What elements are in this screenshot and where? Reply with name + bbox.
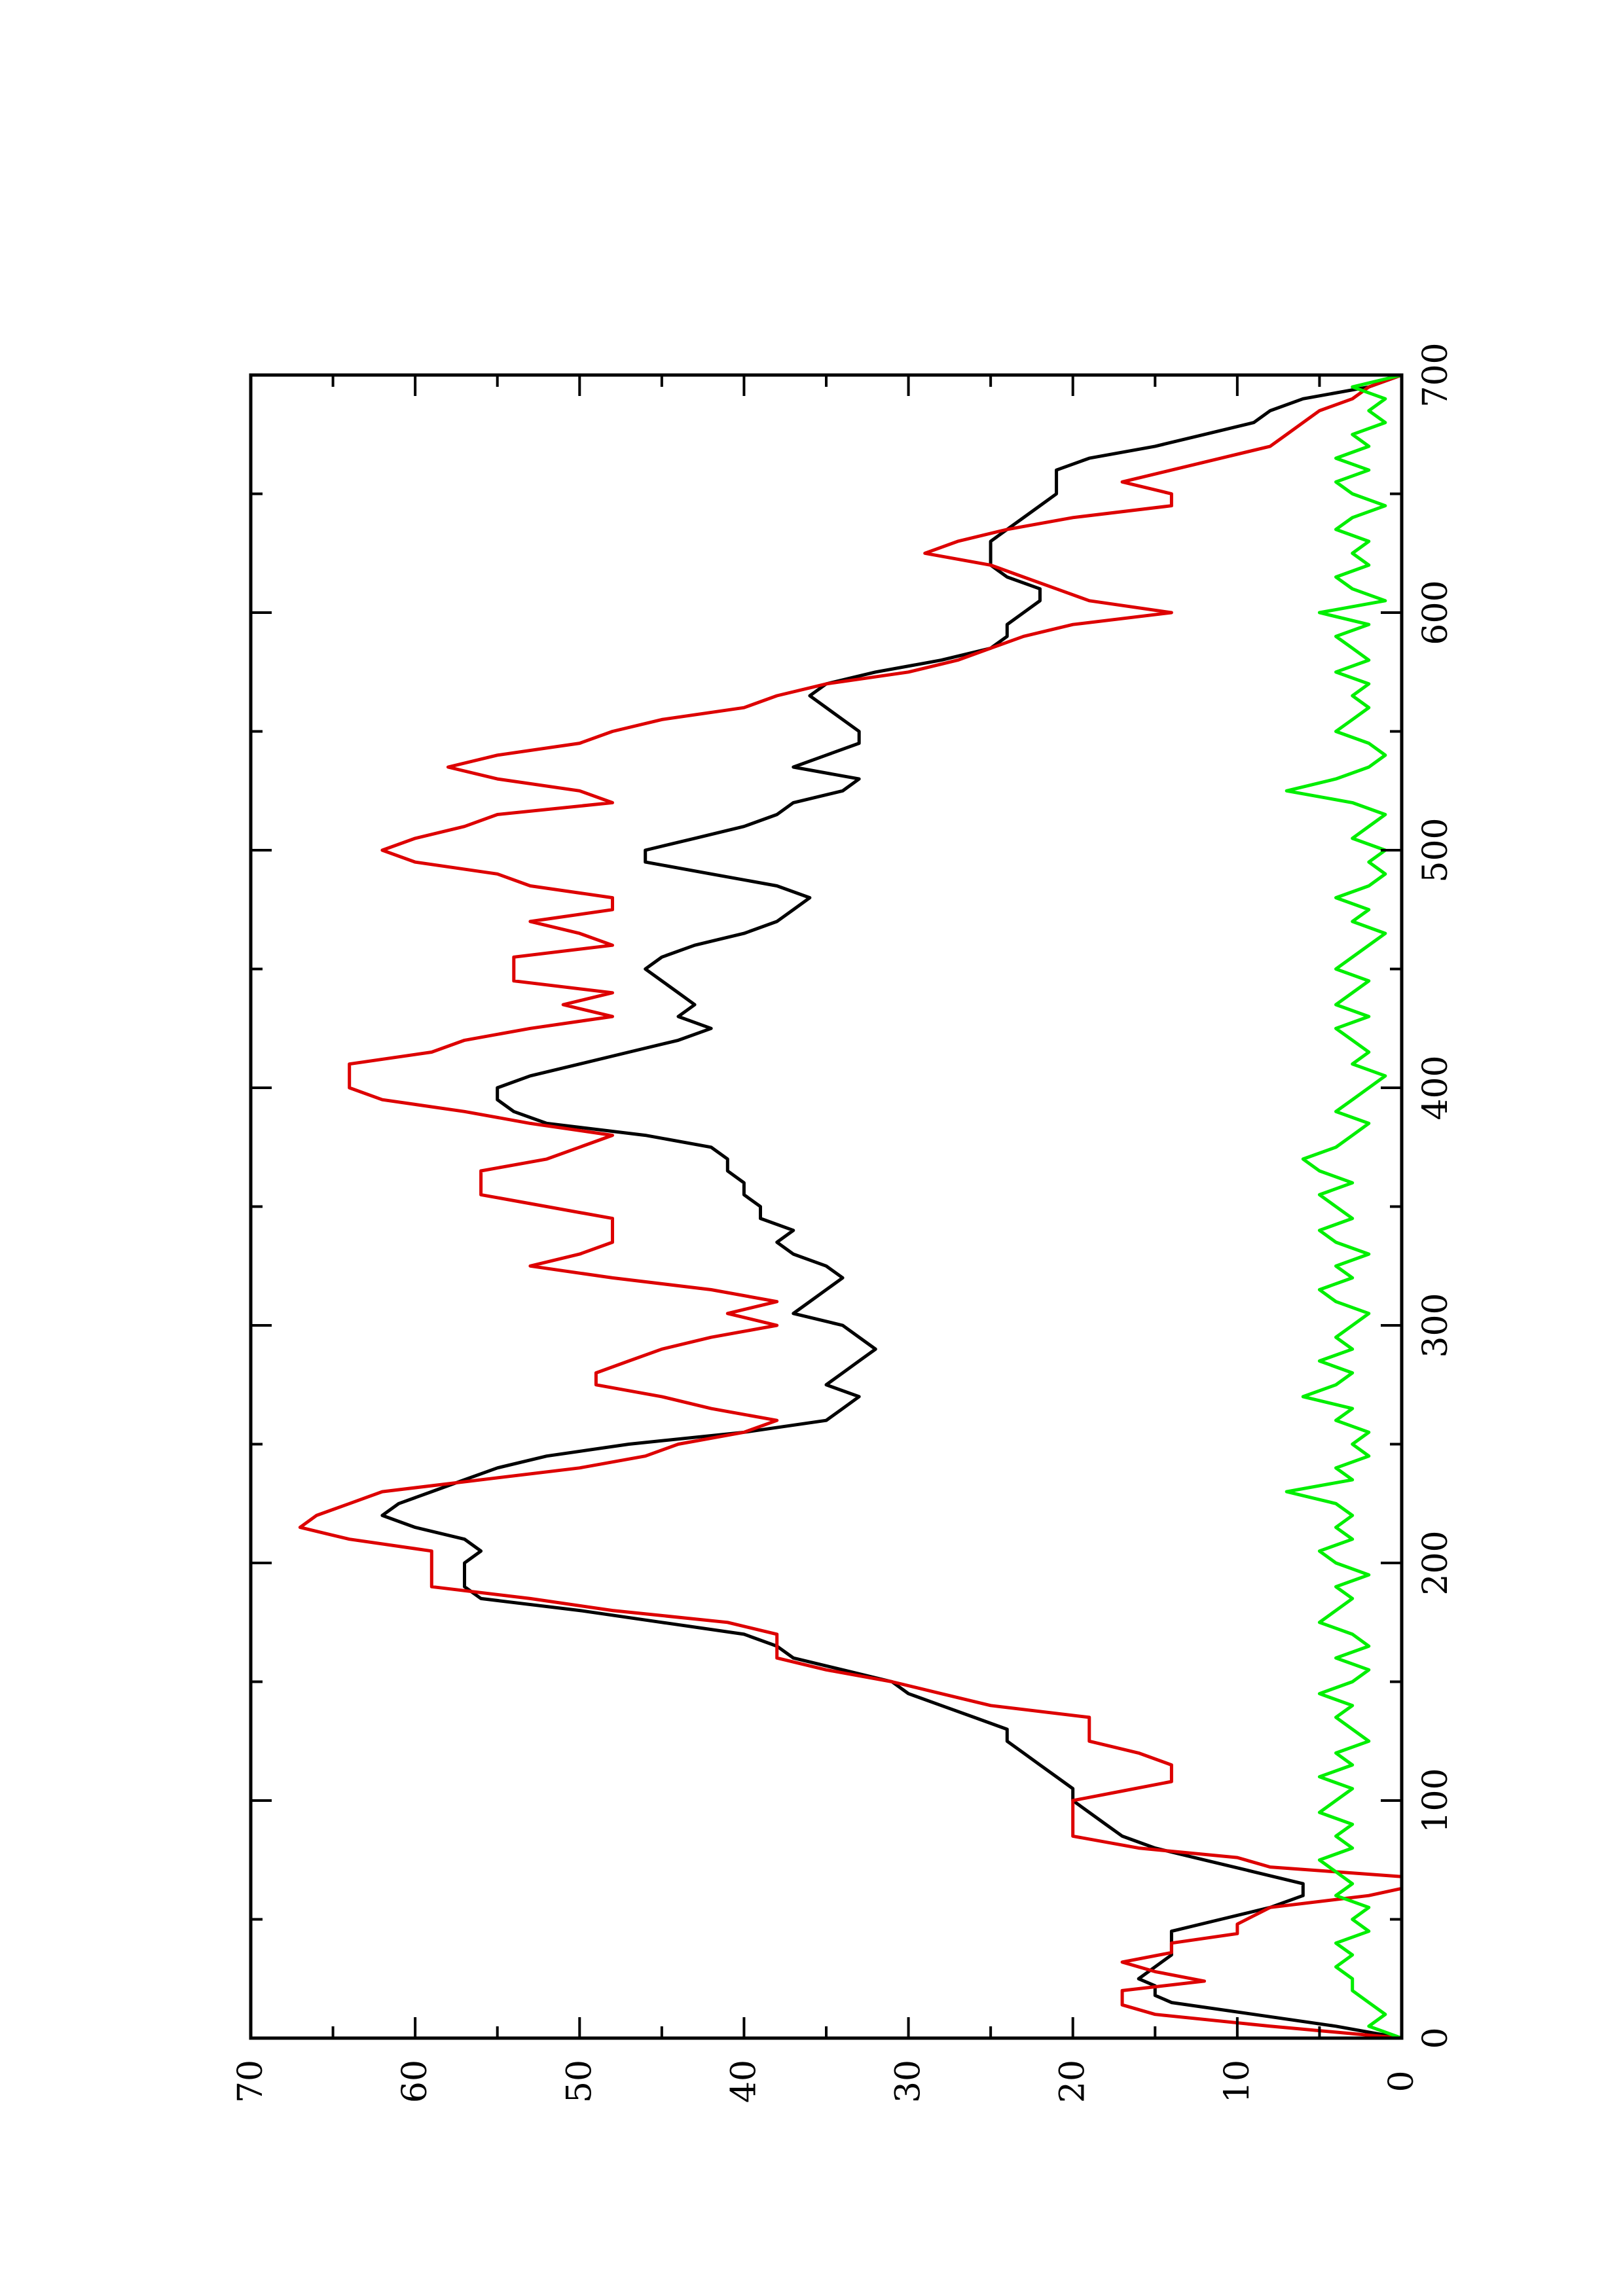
y-tick-label: 20 [1053,2060,1093,2103]
x-tick-label: 500 [1416,817,1455,882]
series-line-3 [1285,373,1404,2040]
x-tick-label: 100 [1416,1768,1455,1833]
x-tick-label: 200 [1416,1530,1455,1595]
y-tick-label: 60 [395,2060,435,2103]
y-tick-label: 50 [560,2060,599,2103]
y-tick-label: 30 [889,2060,928,2103]
x-tick-label: 300 [1416,1293,1455,1357]
plot-frame [249,373,1404,2040]
y-tick-label: 10 [1218,2060,1257,2103]
y-tick-label: 70 [231,2060,270,2103]
series-line-1 [380,373,1404,2040]
tick-labels-layer: 0 100 200 300 400 500 600 700 0 10 20 30 40 50 60 70 [231,342,1455,2103]
x-tick-label: 700 [1416,342,1455,407]
x-tick-label: 600 [1416,580,1455,645]
y-tick-label: 40 [724,2060,763,2103]
series-line-2 [298,373,1404,2040]
ticks-layer [249,374,1403,2039]
series-layer [298,373,1404,2040]
x-tick-label: 0 [1416,2027,1455,2049]
y-tick-label: 0 [1382,2070,1421,2092]
x-tick-label: 400 [1416,1055,1455,1120]
